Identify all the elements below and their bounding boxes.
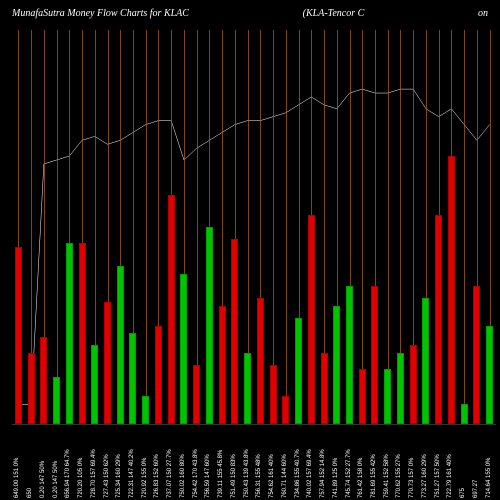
bar [91,345,98,424]
bar [219,306,226,424]
grid-line [464,30,465,424]
x-label: 0.20 147 50% [40,461,46,498]
x-axis-labels: 649.00 151 0% 650 0.20 147 50% 0.20 147 50%… [12,425,496,500]
x-label: 714.64 155 0% [486,458,492,498]
grid-line [388,30,389,424]
bar [410,345,417,424]
bar [321,353,328,424]
x-label: 739.11 155 45.8% [218,450,224,498]
x-label: 720.20 105 0% [78,458,84,498]
bar [206,227,213,424]
title-left: MunafaSutra Money Flow Charts for KLAC [12,8,189,19]
x-label: 750.02 160 80% [180,454,186,498]
bar [371,286,378,424]
bar [117,266,124,424]
bar [333,306,340,424]
bar [257,298,264,424]
x-label: 722.31 147 40.2% [129,449,135,498]
x-label: 757.94 152 14.8% [320,449,326,498]
bar [473,286,480,424]
x-label: 751.27 157 50% [435,454,441,498]
bar [384,369,391,424]
chart-header: MunafaSutra Money Flow Charts for KLAC (… [12,8,488,19]
bar [397,353,404,424]
bar [461,404,468,424]
bar [180,274,187,424]
x-label: 728.70 157 69.4% [91,449,97,498]
grid-line [146,30,147,424]
bar [66,243,73,424]
bar [422,298,429,424]
x-label: 750.43 139 43.8% [244,449,250,498]
bar [28,353,35,424]
bar [244,353,251,424]
x-label: 761.42 158 0% [358,458,364,498]
bar [15,247,22,424]
bar [435,215,442,424]
x-label: 720.92 155 0% [142,458,148,498]
bar [79,243,86,424]
x-label: 726.83 152 60% [154,454,160,498]
x-label: 760.71 144 60% [282,454,288,498]
bar [486,326,493,425]
bar [193,365,200,424]
bar [104,302,111,424]
bar [53,377,60,424]
x-label: 656.94 170 64.7% [65,449,71,498]
x-label: 773.27 160 29% [422,454,428,498]
x-label: 734.86 155 40.7% [295,449,301,498]
x-label: 650 [27,488,33,498]
bar [231,239,238,424]
bar [448,156,455,424]
title-mid: (KLA-Tencor C [303,8,365,19]
x-label: 737.07 150 27.7% [167,449,173,498]
bar [142,396,149,424]
x-label: 722.79 161 40% [447,454,453,498]
x-label: 770.73 157 0% [409,458,415,498]
x-label: 697.27 [473,480,479,498]
bar [308,215,315,424]
x-label: 756.59 147 60% [205,454,211,498]
bar [168,195,175,424]
bar [359,369,366,424]
grid-line [57,30,58,424]
x-label: 675 [460,488,466,498]
bar [270,365,277,424]
x-label: 754.42 170 43.8% [193,449,199,498]
x-label: 649.00 151 0% [14,458,20,498]
x-label: 781.69 155 42% [371,454,377,498]
x-label: 770.62 155 27% [396,454,402,498]
x-label: 754.62 161 40% [269,454,275,498]
title-right: on [478,8,488,19]
bar [295,318,302,424]
bar [129,333,136,424]
bar [40,337,47,424]
x-label: 751.49 150 83% [231,454,237,498]
x-label: 756.31 155 48% [256,454,262,498]
x-label: 759.41 152 58% [384,454,390,498]
bar [346,286,353,424]
bar [282,396,289,424]
chart-area [12,30,496,425]
x-label: 0.20 147 50% [53,461,59,498]
x-label: 741.89 125 0% [333,458,339,498]
x-label: 745.74 152 27.7% [346,449,352,498]
x-label: 727.43 150 62% [104,454,110,498]
grid-line [286,30,287,424]
x-label: 725.34 160 29% [116,454,122,498]
grid-line [362,30,363,424]
bar [155,326,162,425]
x-label: 740.02 157 69.4% [307,449,313,498]
